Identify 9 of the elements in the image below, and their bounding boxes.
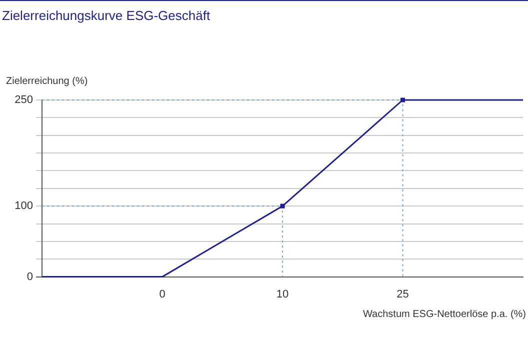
y-tick-label: 0 xyxy=(26,270,33,283)
x-tick-label: 10 xyxy=(276,288,289,300)
x-tick-label: 0 xyxy=(159,288,166,300)
y-tick-label: 250 xyxy=(14,94,33,106)
x-axis-title: Wachstum ESG-Nettoerlöse p.a. (%) xyxy=(362,309,526,320)
y-tick-label: 100 xyxy=(14,200,33,212)
x-tick-label: 25 xyxy=(396,288,409,300)
y-axis-title: Zielerreichung (%) xyxy=(6,76,88,87)
chart-title: Zielerreichungskurve ESG-Geschäft xyxy=(2,8,210,23)
